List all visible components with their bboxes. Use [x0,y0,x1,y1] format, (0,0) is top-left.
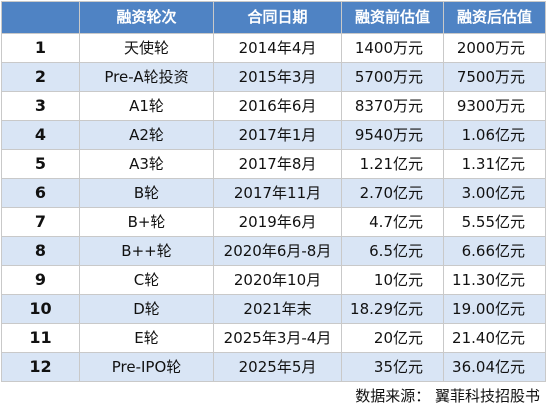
round-cell: A2轮 [79,120,214,150]
financing-table: 融资轮次 合同日期 融资前估值 融资后估值 1 天使轮 2014年4月 1400… [1,1,546,382]
table-row: 12 Pre-IPO轮 2025年5月 35亿元 36.04亿元 [1,352,546,382]
round-cell: 天使轮 [79,33,214,63]
post-valuation-cell: 6.66亿元 [443,236,546,266]
pre-valuation-cell: 4.7亿元 [341,207,444,237]
post-valuation-cell: 3.00亿元 [443,178,546,208]
post-valuation-cell: 2000万元 [443,33,546,63]
row-index: 11 [1,323,80,353]
post-valuation-cell: 36.04亿元 [443,352,546,382]
pre-valuation-cell: 8370万元 [341,91,444,121]
pre-valuation-cell: 20亿元 [341,323,444,353]
pre-valuation-cell: 9540万元 [341,120,444,150]
round-cell: B轮 [79,178,214,208]
date-cell: 2015年3月 [213,62,342,92]
row-index: 10 [1,294,80,324]
table-row: 8 B++轮 2020年6月-8月 6.5亿元 6.66亿元 [1,236,546,266]
date-cell: 2019年6月 [213,207,342,237]
data-source-note: 数据来源： 翼菲科技招股书 [355,387,540,405]
table-row: 2 Pre-A轮投资 2015年3月 5700万元 7500万元 [1,62,546,92]
row-index: 1 [1,33,80,63]
round-cell: D轮 [79,294,214,324]
date-cell: 2017年11月 [213,178,342,208]
table-row: 9 C轮 2020年10月 10亿元 11.30亿元 [1,265,546,295]
pre-valuation-cell: 1400万元 [341,33,444,63]
post-valuation-cell: 21.40亿元 [443,323,546,353]
header-contract-date: 合同日期 [213,1,342,34]
row-index: 12 [1,352,80,382]
date-cell: 2017年1月 [213,120,342,150]
pre-valuation-cell: 18.29亿元 [341,294,444,324]
row-index: 4 [1,120,80,150]
post-valuation-cell: 19.00亿元 [443,294,546,324]
table-row: 4 A2轮 2017年1月 9540万元 1.06亿元 [1,120,546,150]
round-cell: B+轮 [79,207,214,237]
row-index: 8 [1,236,80,266]
row-index: 6 [1,178,80,208]
table-row: 1 天使轮 2014年4月 1400万元 2000万元 [1,33,546,63]
date-cell: 2017年8月 [213,149,342,179]
row-index: 9 [1,265,80,295]
date-cell: 2020年10月 [213,265,342,295]
post-valuation-cell: 1.06亿元 [443,120,546,150]
header-index [1,1,80,34]
row-index: 7 [1,207,80,237]
post-valuation-cell: 1.31亿元 [443,149,546,179]
post-valuation-cell: 7500万元 [443,62,546,92]
round-cell: Pre-A轮投资 [79,62,214,92]
table-row: 6 B轮 2017年11月 2.70亿元 3.00亿元 [1,178,546,208]
table-header-row: 融资轮次 合同日期 融资前估值 融资后估值 [1,1,546,34]
table-row: 3 A1轮 2016年6月 8370万元 9300万元 [1,91,546,121]
date-cell: 2021年末 [213,294,342,324]
row-index: 3 [1,91,80,121]
row-index: 5 [1,149,80,179]
pre-valuation-cell: 35亿元 [341,352,444,382]
date-cell: 2014年4月 [213,33,342,63]
date-cell: 2025年5月 [213,352,342,382]
pre-valuation-cell: 10亿元 [341,265,444,295]
pre-valuation-cell: 6.5亿元 [341,236,444,266]
table-row: 11 E轮 2025年3月-4月 20亿元 21.40亿元 [1,323,546,353]
post-valuation-cell: 11.30亿元 [443,265,546,295]
row-index: 2 [1,62,80,92]
date-cell: 2025年3月-4月 [213,323,342,353]
pre-valuation-cell: 1.21亿元 [341,149,444,179]
header-round: 融资轮次 [79,1,214,34]
round-cell: C轮 [79,265,214,295]
date-cell: 2016年6月 [213,91,342,121]
pre-valuation-cell: 2.70亿元 [341,178,444,208]
round-cell: E轮 [79,323,214,353]
pre-valuation-cell: 5700万元 [341,62,444,92]
header-pre-money-valuation: 融资前估值 [341,1,444,34]
round-cell: A3轮 [79,149,214,179]
header-post-money-valuation: 融资后估值 [443,1,546,34]
post-valuation-cell: 9300万元 [443,91,546,121]
round-cell: B++轮 [79,236,214,266]
post-valuation-cell: 5.55亿元 [443,207,546,237]
date-cell: 2020年6月-8月 [213,236,342,266]
table-row: 10 D轮 2021年末 18.29亿元 19.00亿元 [1,294,546,324]
table-row: 7 B+轮 2019年6月 4.7亿元 5.55亿元 [1,207,546,237]
round-cell: Pre-IPO轮 [79,352,214,382]
round-cell: A1轮 [79,91,214,121]
table-row: 5 A3轮 2017年8月 1.21亿元 1.31亿元 [1,149,546,179]
